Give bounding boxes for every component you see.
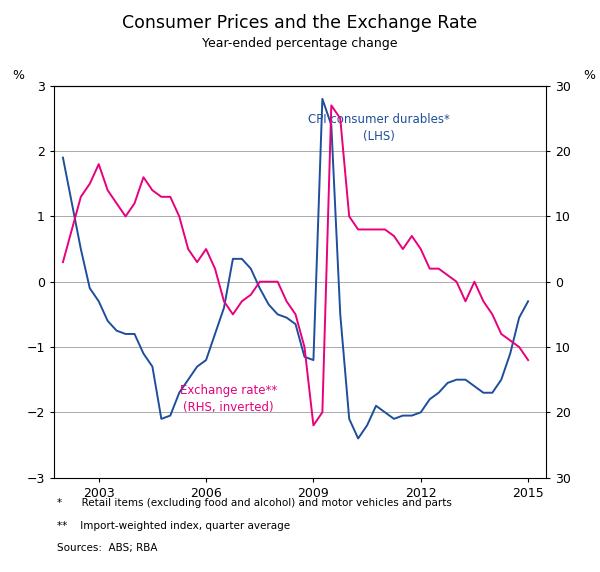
Text: %: % — [12, 69, 24, 82]
Text: Year-ended percentage change: Year-ended percentage change — [202, 37, 398, 50]
Text: **    Import-weighted index, quarter average: ** Import-weighted index, quarter averag… — [57, 521, 290, 530]
Text: CPI consumer durables*
(LHS): CPI consumer durables* (LHS) — [308, 113, 449, 143]
Text: *      Retail items (excluding food and alcohol) and motor vehicles and parts: * Retail items (excluding food and alcoh… — [57, 498, 452, 507]
Text: Exchange rate**
(RHS, inverted): Exchange rate** (RHS, inverted) — [180, 384, 277, 414]
Text: %: % — [583, 69, 595, 82]
Text: Sources:  ABS; RBA: Sources: ABS; RBA — [57, 543, 157, 553]
Text: Consumer Prices and the Exchange Rate: Consumer Prices and the Exchange Rate — [122, 14, 478, 32]
